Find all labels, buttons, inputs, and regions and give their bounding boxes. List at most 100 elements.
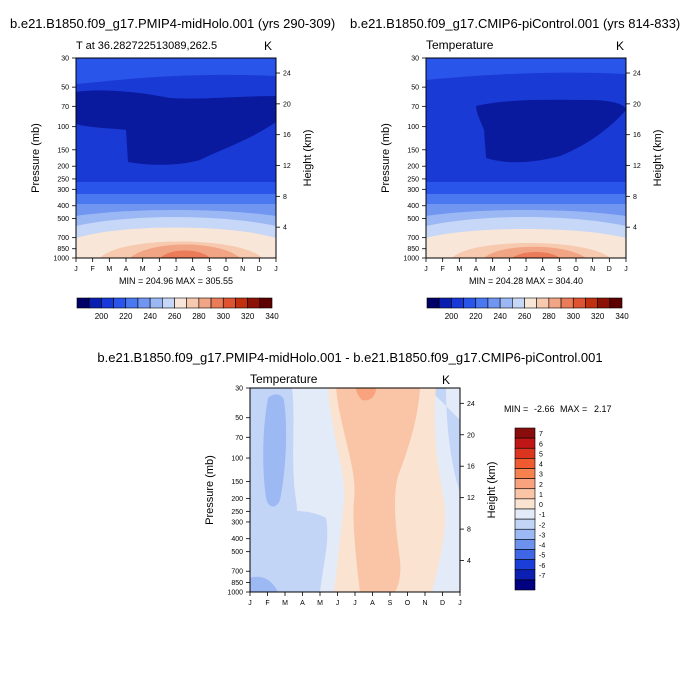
panel-a: b.e21.B1850.f09_g17.PMIP4-midHolo.001 (y… xyxy=(10,16,335,321)
panel-a-units: K xyxy=(264,39,272,53)
y-tick-label: 150 xyxy=(57,147,69,154)
panel-c-colorbar: 7 6 5 4 3 2 1 0 -1 -2 -3 -4 -5 -6 -7 xyxy=(514,427,545,591)
x-tick-label: M xyxy=(106,266,112,273)
colorbar-label: -3 xyxy=(539,532,545,539)
colorbar-swatch xyxy=(597,297,611,309)
colorbar-swatch xyxy=(560,297,574,309)
x-tick-label: J xyxy=(353,600,357,607)
y-tick-label: 300 xyxy=(407,187,419,194)
panel-c-neg2-streak xyxy=(263,394,287,507)
colorbar-label: 260 xyxy=(518,312,532,321)
colorbar-swatch xyxy=(174,297,187,309)
y-tick-label: 500 xyxy=(407,216,419,223)
panel-c-pos2 xyxy=(336,388,420,592)
colorbar-swatch xyxy=(487,297,501,309)
y-tick-label: 200 xyxy=(407,164,419,171)
colorbar-swatch xyxy=(186,297,200,309)
colorbar-swatch xyxy=(514,498,536,510)
colorbar-swatch xyxy=(514,549,536,560)
y-right-tick-label: 20 xyxy=(633,101,641,108)
colorbar-swatch xyxy=(198,297,212,309)
panel-c-subtitle: Temperature xyxy=(250,372,318,386)
x-tick-label: S xyxy=(207,266,212,273)
colorbar-label: 300 xyxy=(567,312,581,321)
colorbar-label: 5 xyxy=(539,451,543,458)
colorbar-swatch xyxy=(536,297,550,309)
colorbar-swatch xyxy=(137,297,151,309)
x-tick-label: J xyxy=(336,600,340,607)
x-tick-label: S xyxy=(388,600,393,607)
panel-b-units: K xyxy=(616,39,624,53)
colorbar-swatch xyxy=(438,297,452,309)
x-tick-label: F xyxy=(441,266,445,273)
x-tick-label: D xyxy=(607,266,612,273)
x-tick-label: N xyxy=(422,600,427,607)
y-tick-label: 200 xyxy=(57,164,69,171)
panel-c-stats-max-label: MAX = xyxy=(560,404,587,414)
y-tick-label: 50 xyxy=(235,415,243,422)
x-tick-label: J xyxy=(274,266,278,273)
y-tick-label: 300 xyxy=(57,187,69,194)
x-tick-label: J xyxy=(508,266,512,273)
y-tick-label: 700 xyxy=(57,235,69,242)
colorbar-label: 7 xyxy=(539,431,543,438)
colorbar-label: 200 xyxy=(445,312,459,321)
x-tick-label: M xyxy=(282,600,288,607)
colorbar-label: 220 xyxy=(469,312,483,321)
y-tick-label: 850 xyxy=(407,246,419,253)
colorbar-label: 280 xyxy=(542,312,556,321)
colorbar-swatch xyxy=(162,297,175,309)
colorbar-label: -4 xyxy=(539,543,545,550)
y-right-tick-label: 20 xyxy=(283,101,291,108)
panel-c-contours xyxy=(250,388,460,592)
panel-c-title: b.e21.B1850.f09_g17.PMIP4-midHolo.001 - … xyxy=(97,350,602,365)
y-tick-label: 30 xyxy=(411,56,419,63)
panel-c-ylabel: Pressure (mb) xyxy=(204,455,216,525)
y-tick-label: 150 xyxy=(231,479,243,486)
x-tick-label: J xyxy=(158,266,162,273)
colorbar-label: 300 xyxy=(217,312,231,321)
y-tick-label: 70 xyxy=(411,104,419,111)
y-tick-label: 1000 xyxy=(403,256,419,263)
y-tick-label: 1000 xyxy=(53,256,69,263)
colorbar-label: 240 xyxy=(143,312,157,321)
x-tick-label: J xyxy=(458,600,462,607)
x-tick-label: O xyxy=(405,600,411,607)
y-right-tick-label: 16 xyxy=(633,132,641,139)
y-right-tick-label: 16 xyxy=(283,132,291,139)
y-tick-label: 50 xyxy=(411,85,419,92)
colorbar-label: -6 xyxy=(539,563,545,570)
colorbar-swatch xyxy=(514,437,536,449)
panel-b-subtitle: Temperature xyxy=(426,38,494,52)
colorbar-swatch xyxy=(514,468,536,479)
panel-b-stats: MIN = 204.28 MAX = 304.40 xyxy=(469,276,583,286)
y-tick-label: 400 xyxy=(407,203,419,210)
x-tick-label: D xyxy=(257,266,262,273)
panel-c-axes: J F M A M J J A S O N D J 30 50 70 100 150 200 250 300 400 500… xyxy=(227,386,474,608)
x-tick-label: F xyxy=(91,266,95,273)
colorbar-swatch xyxy=(514,559,536,571)
x-tick-label: A xyxy=(190,266,195,273)
colorbar-swatch xyxy=(101,297,114,309)
y-right-tick-label: 12 xyxy=(283,163,291,170)
y-right-tick-label: 20 xyxy=(467,432,475,439)
x-tick-label: M xyxy=(490,266,496,273)
y-right-tick-label: 16 xyxy=(467,464,475,471)
colorbar-swatch xyxy=(222,297,236,309)
colorbar-label: 240 xyxy=(493,312,507,321)
x-tick-label: M xyxy=(140,266,146,273)
y-right-tick-label: 12 xyxy=(633,163,641,170)
y-tick-label: 850 xyxy=(57,246,69,253)
y-right-tick-label: 8 xyxy=(283,194,287,201)
y-tick-label: 100 xyxy=(407,124,419,131)
colorbar-swatch xyxy=(514,427,536,439)
colorbar-label: 280 xyxy=(192,312,206,321)
colorbar-label: 200 xyxy=(95,312,109,321)
panel-c-neg1-right xyxy=(428,388,460,492)
y-right-tick-label: 24 xyxy=(283,71,291,78)
y-tick-label: 250 xyxy=(57,176,69,183)
colorbar-label: -1 xyxy=(539,512,545,519)
colorbar-swatch xyxy=(585,297,598,309)
colorbar-label: 6 xyxy=(539,441,543,448)
